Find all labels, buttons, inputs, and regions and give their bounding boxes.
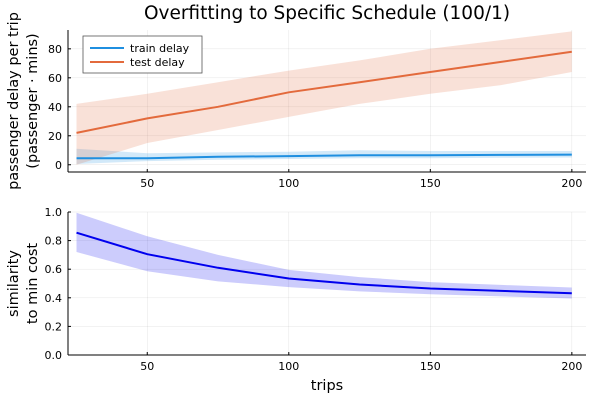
- y-axis-label: passenger delay per trip: [6, 12, 22, 190]
- y-axis-label: (passenger · mins): [25, 33, 41, 168]
- series-line: [76, 231, 572, 295]
- x-tick-label: 100: [278, 177, 299, 190]
- confidence-band: [76, 31, 572, 165]
- y-tick-label: 0.8: [45, 235, 63, 248]
- x-axis-label: trips: [311, 378, 343, 394]
- legend: train delay test delay: [82, 35, 203, 74]
- series-line: [76, 153, 572, 160]
- x-tick-label: 50: [140, 177, 154, 190]
- y-tick-label: 60: [48, 72, 62, 85]
- y-tick-label: 40: [48, 101, 62, 114]
- x-tick-label: 200: [561, 177, 582, 190]
- y-tick-label: 0.6: [45, 263, 63, 276]
- y-tick-label: 20: [48, 130, 62, 143]
- y-axis-label: to min cost: [25, 243, 41, 325]
- legend-label-test-delay: test delay: [130, 56, 185, 69]
- legend-label-train-delay: train delay: [130, 42, 190, 55]
- y-tick-label: 0.0: [45, 349, 63, 362]
- legend-box: [82, 35, 203, 74]
- x-tick-label: 150: [420, 177, 441, 190]
- x-tick-label: 150: [420, 360, 441, 373]
- y-tick-label: 80: [48, 43, 62, 56]
- y-tick-label: 0.4: [45, 292, 63, 305]
- y-tick-label: 0: [55, 159, 62, 172]
- x-tick-label: 200: [561, 360, 582, 373]
- series-line: [76, 50, 572, 134]
- y-tick-label: 1.0: [45, 206, 63, 219]
- chart-title: Overfitting to Specific Schedule (100/1): [144, 3, 510, 24]
- top-plot-panel: 50 100 150 200 0 20 40 60 80 passenger delay per …: [6, 12, 586, 190]
- y-tick-label: 0.2: [45, 320, 63, 333]
- x-tick-label: 50: [140, 360, 154, 373]
- y-axis-label: similarity: [6, 250, 22, 317]
- x-tick-label: 100: [278, 360, 299, 373]
- confidence-band: [76, 212, 572, 299]
